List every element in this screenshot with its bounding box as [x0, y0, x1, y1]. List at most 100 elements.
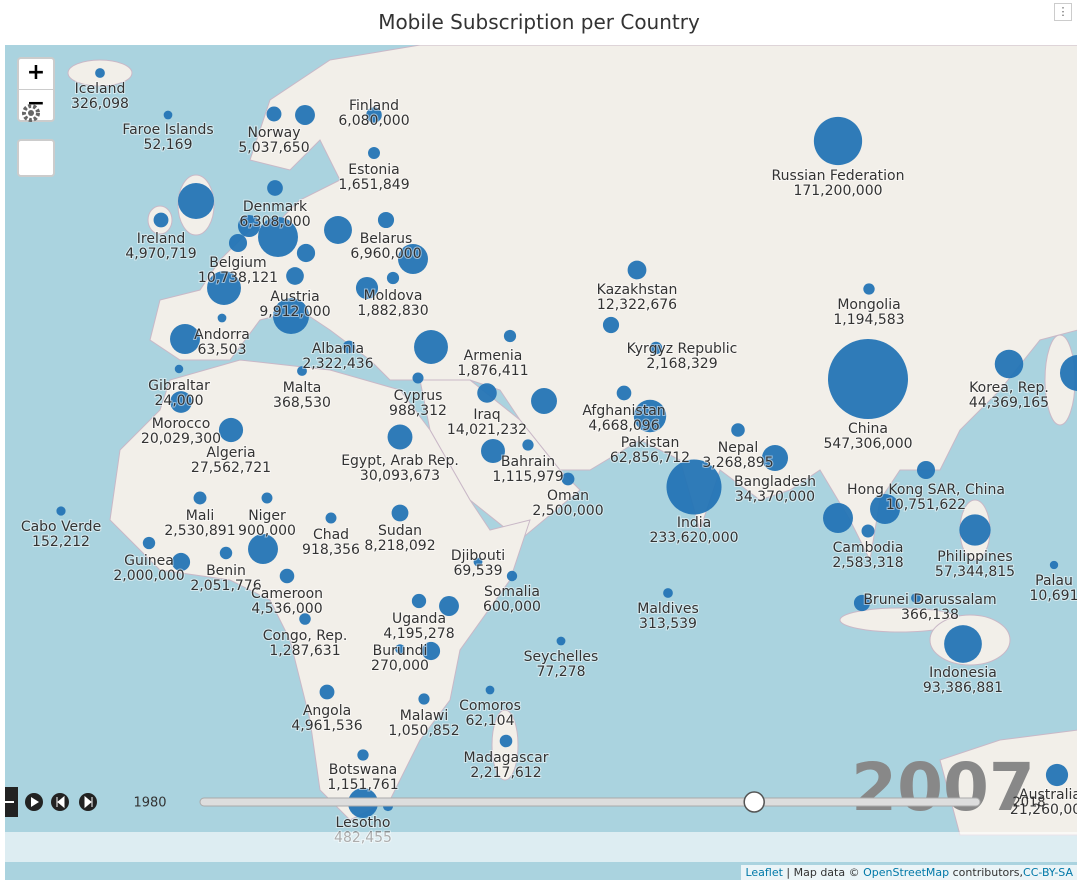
country-name: Armenia	[464, 348, 523, 364]
bubble	[412, 372, 424, 384]
country-name: Palau	[1035, 573, 1073, 589]
country-name: Austria	[270, 289, 319, 305]
time-slider: 1980 2018	[5, 787, 1077, 862]
bubble	[355, 276, 379, 300]
bubble	[418, 693, 430, 705]
country-name: Burundi	[373, 643, 428, 659]
country-name: Uganda	[392, 611, 446, 627]
bubble	[666, 459, 722, 515]
country-value: 2,530,891	[164, 523, 235, 539]
country-name: Kazakhstan	[597, 282, 678, 298]
gear-icon	[22, 104, 40, 122]
attribution-text: | Map data ©	[786, 866, 860, 879]
slider-track	[199, 797, 981, 807]
country-name: Philippines	[937, 549, 1012, 565]
country-value: 4,195,278	[383, 626, 454, 642]
country-name: Sudan	[378, 523, 422, 539]
bubble	[861, 524, 875, 538]
map[interactable]: Iceland 326,098 Faroe Islands 52,169 Norway 5…	[5, 45, 1077, 880]
bubble	[499, 734, 513, 748]
country-name: Botswana	[329, 762, 397, 778]
slider-handle[interactable]	[743, 791, 765, 813]
country-name: Comoros	[459, 698, 521, 714]
country-value: 30,093,673	[360, 468, 440, 484]
country-name: Pakistan	[621, 435, 680, 451]
country-name: Albania	[312, 341, 364, 357]
bubble	[994, 349, 1024, 379]
slider-canvas: 1980 2018	[5, 787, 1046, 817]
country-value: 8,218,092	[364, 538, 435, 554]
country-value: 2,000,000	[113, 568, 184, 584]
country-name: Brunei Darussalam	[863, 592, 996, 608]
country-name: Kyrgyz Republic	[627, 341, 738, 357]
country-value: 4,668,096	[588, 418, 659, 434]
bubble	[218, 417, 244, 443]
country-name: Somalia	[484, 584, 540, 600]
bubble	[761, 444, 789, 472]
zoom-in[interactable]: +	[26, 60, 46, 85]
bubble	[439, 596, 459, 616]
country-value: 6,080,000	[338, 113, 409, 129]
country-value: 63,503	[198, 342, 247, 358]
country-name: Cameroon	[251, 586, 323, 602]
country-value: 93,386,881	[923, 680, 1003, 696]
country-value: 547,306,000	[823, 436, 912, 452]
country-value: 2,322,436	[302, 356, 373, 372]
bubble	[633, 399, 667, 433]
country-name: Estonia	[348, 162, 400, 178]
country-name: Chad	[313, 527, 349, 543]
bubble	[602, 316, 620, 334]
bubble	[174, 364, 184, 374]
country-name: Faroe Islands	[122, 122, 213, 138]
osm-link[interactable]: OpenStreetMap	[863, 866, 950, 879]
country-name: Ireland	[137, 231, 185, 247]
country-name: Seychelles	[524, 649, 599, 665]
bubble	[485, 685, 495, 695]
bubble	[142, 536, 156, 550]
menu-button[interactable]: ⋮	[1054, 3, 1072, 21]
country-value: 3,268,895	[702, 455, 773, 471]
bubble	[853, 594, 871, 612]
bubble	[473, 557, 483, 567]
country-value: 600,000	[483, 599, 541, 615]
bubble	[170, 391, 192, 413]
country-name: Afghanistan	[582, 403, 665, 419]
country-value: 10,691	[1030, 588, 1078, 604]
country-value: 12,322,676	[597, 297, 677, 313]
country-name: Bangladesh	[734, 474, 816, 490]
country-name: Angola	[303, 703, 351, 719]
bubble	[863, 283, 875, 295]
country-name: Egypt, Arab Rep.	[341, 453, 459, 469]
settings-button[interactable]	[17, 104, 55, 177]
country-name: Denmark	[243, 199, 308, 215]
country-name: Korea, Rep.	[969, 380, 1049, 396]
bubble	[296, 243, 316, 263]
country-value: 34,370,000	[735, 489, 815, 505]
country-name: Norway	[247, 125, 300, 141]
country-name: Russian Federation	[772, 168, 905, 184]
bubble	[266, 106, 282, 122]
country-value: 2,051,776	[190, 578, 261, 594]
country-value: 10,751,622	[886, 497, 966, 513]
country-name: Nepal	[718, 440, 758, 456]
bubble	[870, 494, 900, 524]
country-value: 313,539	[639, 616, 697, 632]
bubble	[627, 260, 647, 280]
country-name: Algeria	[206, 445, 255, 461]
bubble	[324, 216, 352, 244]
title: Mobile Subscription per Country	[378, 10, 700, 34]
country-value: 368,530	[273, 395, 331, 411]
leaflet-link[interactable]: Leaflet	[745, 866, 783, 879]
country-value: 9,912,000	[259, 304, 330, 320]
zoom-out[interactable]: −	[19, 89, 53, 120]
country-value: 77,278	[537, 664, 586, 680]
bubbles	[56, 68, 1077, 818]
country-name: Maldives	[637, 601, 699, 617]
bubble	[342, 340, 356, 354]
country-value: 5,037,650	[238, 140, 309, 156]
country-value: 62,104	[466, 713, 515, 729]
country-value: 2,583,318	[832, 555, 903, 571]
bubble	[522, 439, 534, 451]
country-value: 4,961,536	[291, 718, 362, 734]
license-link[interactable]: CC-BY-SA	[1023, 866, 1073, 879]
